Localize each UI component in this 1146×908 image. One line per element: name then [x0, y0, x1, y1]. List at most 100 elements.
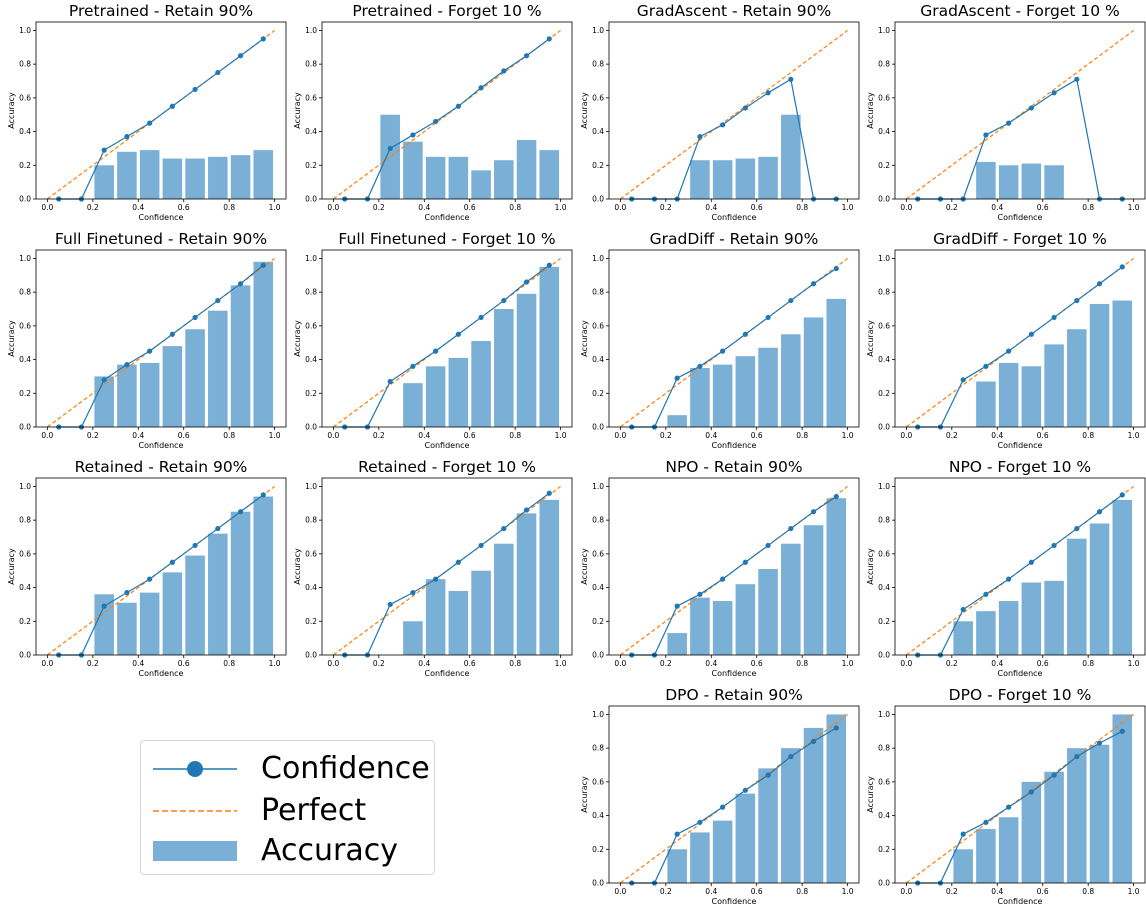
accuracy-bar — [448, 590, 469, 655]
accuracy-bar — [94, 165, 114, 199]
calibration-panel: NPO - Retain 90% 0.0 0.2 0.4 0.6 0.8 1.0 0.0 0.2… — [580, 458, 860, 678]
accuracy-bar — [494, 160, 514, 199]
panel-title: GradAscent - Forget 10 % — [920, 2, 1120, 20]
confidence-line — [58, 264, 264, 428]
y-tick-label: 0.8 — [592, 516, 604, 525]
confidence-point — [1096, 740, 1103, 746]
accuracy-bar — [516, 513, 537, 655]
confidence-point — [833, 265, 839, 272]
confidence-point — [101, 377, 107, 383]
x-tick-label: 0.8 — [796, 203, 808, 212]
y-axis-label: Accuracy — [866, 548, 875, 585]
accuracy-bar — [1021, 366, 1042, 427]
accuracy-bar — [976, 611, 996, 655]
panel-title: GradDiff - Forget 10 % — [933, 230, 1107, 248]
confidence-point — [546, 490, 552, 496]
accuracy-bar — [826, 498, 847, 655]
x-tick-label: 0.0 — [327, 431, 339, 440]
confidence-point — [1028, 559, 1034, 565]
confidence-point — [169, 331, 175, 337]
y-tick-label: 0.2 — [592, 617, 604, 626]
y-tick-label: 1.0 — [592, 710, 604, 719]
y-tick-label: 0.6 — [592, 321, 604, 330]
confidence-point — [742, 105, 748, 111]
confidence-line — [631, 268, 837, 428]
accuracy-bar — [471, 170, 491, 199]
y-axis-label: Accuracy — [293, 92, 302, 129]
confidence-point — [546, 36, 552, 42]
x-tick-label: 1.0 — [842, 203, 854, 212]
y-tick-label: 0.0 — [305, 423, 317, 432]
x-tick-label: 1.0 — [269, 431, 281, 440]
y-tick-label: 0.0 — [19, 195, 31, 204]
accuracy-bar — [471, 341, 491, 427]
legend: Confidence Perfect Accuracy — [140, 740, 435, 875]
accuracy-bar — [758, 156, 778, 199]
confidence-point — [1028, 331, 1034, 337]
accuracy-bar — [953, 849, 973, 883]
confidence-point — [215, 525, 221, 532]
accuracy-bar — [448, 156, 469, 199]
accuracy-bar — [230, 285, 251, 427]
y-tick-label: 0.2 — [305, 617, 317, 626]
accuracy-bar — [803, 727, 824, 883]
confidence-point — [215, 69, 221, 76]
confidence-point — [983, 819, 989, 825]
x-tick-label: 0.8 — [796, 659, 808, 668]
calibration-panel: DPO - Forget 10 % 0.0 0.2 0.4 0.6 0.8 1.0 0.0 0.… — [866, 686, 1146, 906]
y-tick-label: 0.6 — [592, 777, 604, 786]
y-tick-label: 1.0 — [878, 482, 890, 491]
y-tick-label: 0.4 — [878, 811, 890, 820]
confidence-point — [101, 603, 107, 609]
confidence-point — [983, 591, 989, 597]
calibration-panel: GradAscent - Forget 10 % 0.0 0.2 0.4 0.6 0.8 1… — [866, 2, 1146, 222]
accuracy-bar — [781, 543, 801, 655]
x-tick-label: 1.0 — [1128, 203, 1140, 212]
accuracy-bar — [998, 362, 1019, 427]
y-tick-label: 0.0 — [592, 195, 604, 204]
calibration-panel: Retained - Retain 90% 0.0 0.2 0.4 0.6 0.8 1.0 0… — [7, 458, 287, 678]
legend-accuracy-symbol — [153, 841, 237, 861]
confidence-point — [833, 493, 839, 500]
x-tick-label: 0.2 — [946, 203, 958, 212]
y-axis-label: Accuracy — [580, 92, 589, 129]
y-tick-label: 0.0 — [878, 423, 890, 432]
accuracy-bar — [253, 261, 274, 427]
y-tick-label: 0.4 — [592, 583, 604, 592]
confidence-line — [917, 494, 1123, 656]
x-tick-label: 0.4 — [991, 431, 1003, 440]
accuracy-bar — [208, 310, 228, 427]
x-tick-label: 1.0 — [1128, 659, 1140, 668]
confidence-line — [917, 78, 1123, 200]
axes-frame — [35, 21, 287, 200]
x-tick-label: 0.6 — [751, 659, 763, 668]
x-tick-label: 0.4 — [705, 431, 717, 440]
confidence-point — [983, 363, 989, 369]
x-tick-label: 1.0 — [842, 659, 854, 668]
confidence-point — [387, 601, 393, 608]
y-tick-label: 1.0 — [878, 254, 890, 263]
axes-frame — [321, 477, 573, 656]
x-tick-label: 0.4 — [132, 203, 144, 212]
y-tick-label: 0.0 — [592, 423, 604, 432]
axes-frame — [894, 21, 1146, 200]
x-tick-label: 0.0 — [614, 431, 626, 440]
confidence-point — [478, 85, 484, 91]
calibration-panel: Pretrained - Retain 90% 0.0 0.2 0.4 0.6 0.8 1.… — [7, 2, 287, 222]
accuracy-bar — [712, 820, 733, 883]
confidence-point — [387, 145, 393, 152]
x-tick-label: 1.0 — [1128, 887, 1140, 896]
y-tick-label: 0.4 — [19, 355, 31, 364]
y-tick-label: 0.0 — [19, 651, 31, 660]
accuracy-bar — [117, 364, 137, 427]
x-tick-label: 0.4 — [132, 431, 144, 440]
accuracy-bar — [735, 356, 756, 427]
confidence-point — [765, 90, 771, 96]
accuracy-bar — [781, 748, 801, 883]
accuracy-bar — [998, 601, 1019, 655]
accuracy-bar — [1112, 714, 1133, 883]
y-tick-label: 0.0 — [878, 879, 890, 888]
confidence-point — [124, 590, 130, 596]
x-tick-label: 0.0 — [614, 203, 626, 212]
x-tick-label: 1.0 — [555, 431, 567, 440]
